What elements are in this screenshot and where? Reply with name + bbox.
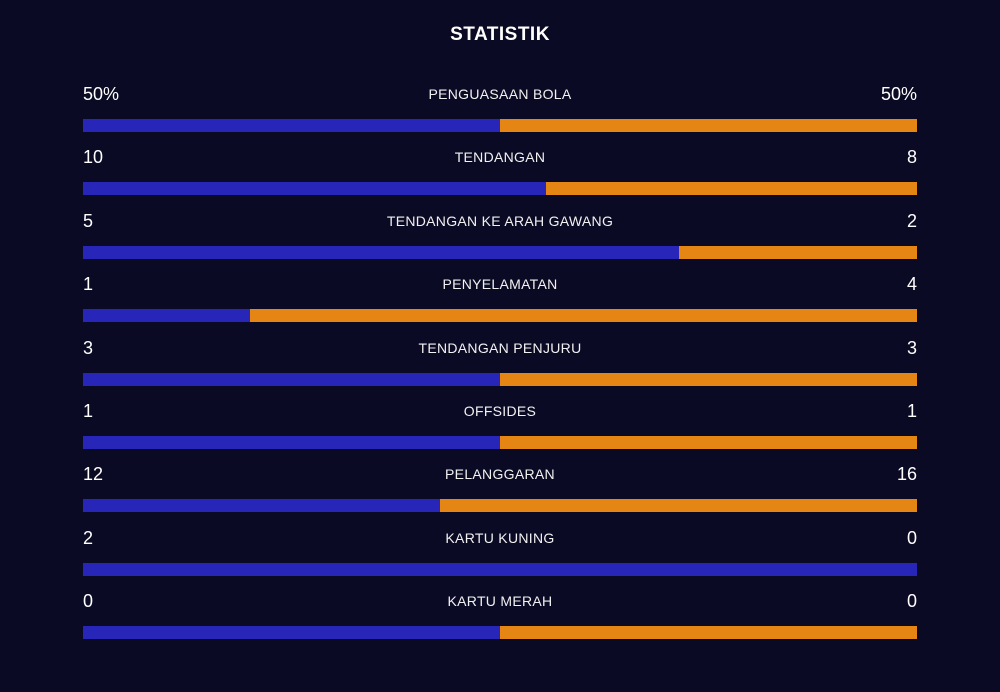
- stat-row: 1 PENYELAMATAN 4: [83, 270, 917, 333]
- home-bar: [83, 372, 500, 386]
- stat-label: PELANGGARAN: [445, 466, 555, 483]
- home-bar: [83, 562, 917, 576]
- stat-row: 2 KARTU KUNING 0: [83, 524, 917, 587]
- stat-header: 2 KARTU KUNING 0: [83, 524, 917, 552]
- comparison-bar: [83, 309, 917, 323]
- home-bar: [83, 245, 679, 259]
- away-value: 2: [906, 210, 917, 231]
- stat-label: OFFSIDES: [463, 402, 537, 419]
- comparison-bar: [83, 372, 917, 386]
- away-bar: [500, 119, 917, 132]
- away-bar: [546, 182, 917, 196]
- away-value: 4: [906, 274, 917, 295]
- stat-header: 1 OFFSIDES 1: [83, 397, 917, 425]
- stat-row: 3 TENDANGAN PENJURU 3: [83, 334, 917, 397]
- away-bar: [678, 245, 917, 259]
- stat-label: PENGUASAAN BOLA: [428, 86, 572, 102]
- home-value: 2: [83, 527, 94, 548]
- away-bar: [249, 309, 917, 323]
- away-value: 0: [906, 591, 917, 612]
- home-value: 10: [83, 147, 104, 168]
- stat-row: 12 PELANGGARAN 16: [83, 460, 917, 523]
- stat-header: 3 TENDANGAN PENJURU 3: [83, 334, 917, 362]
- home-bar: [83, 182, 547, 196]
- stat-header: 12 PELANGGARAN 16: [83, 460, 917, 488]
- stat-row: 5 TENDANGAN KE ARAH GAWANG 2: [83, 207, 917, 270]
- panel-title: STATISTIK: [450, 24, 550, 45]
- home-value: 12: [83, 464, 104, 485]
- stat-label: TENDANGAN: [454, 149, 546, 166]
- away-value: 0: [906, 527, 917, 548]
- away-bar: [440, 499, 917, 513]
- comparison-bar: [83, 626, 917, 640]
- away-value: 8: [906, 147, 917, 168]
- away-value: 1: [906, 400, 917, 421]
- away-value: 50%: [880, 84, 917, 104]
- home-bar: [83, 626, 500, 640]
- away-bar: [500, 626, 917, 640]
- stat-label: KARTU KUNING: [445, 529, 555, 546]
- comparison-bar: [83, 499, 917, 513]
- stat-row: 50% PENGUASAAN BOLA 50%: [83, 80, 917, 143]
- away-value: 3: [906, 337, 917, 358]
- home-value: 3: [83, 337, 94, 358]
- stat-label: TENDANGAN KE ARAH GAWANG: [386, 212, 614, 229]
- home-value: 1: [83, 274, 94, 295]
- home-value: 0: [83, 591, 94, 612]
- home-bar: [83, 435, 500, 449]
- stat-label: TENDANGAN PENJURU: [418, 339, 582, 356]
- stat-list: 50% PENGUASAAN BOLA 50% 10 TENDANGAN 8 5 TENDAN…: [83, 80, 917, 651]
- home-bar: [83, 119, 500, 132]
- stat-row: 10 TENDANGAN 8: [83, 143, 917, 206]
- stat-header: 1 PENYELAMATAN 4: [83, 270, 917, 298]
- home-value: 5: [83, 210, 94, 231]
- away-bar: [500, 435, 917, 449]
- home-value: 50%: [83, 84, 120, 104]
- stat-header: 10 TENDANGAN 8: [83, 143, 917, 171]
- stat-header: 0 KARTU MERAH 0: [83, 587, 917, 615]
- stat-row: 0 KARTU MERAH 0: [83, 587, 917, 650]
- stat-row: 1 OFFSIDES 1: [83, 397, 917, 460]
- stat-label: PENYELAMATAN: [442, 276, 558, 293]
- comparison-bar: [83, 119, 917, 132]
- home-value: 1: [83, 400, 94, 421]
- stat-label: KARTU MERAH: [447, 593, 553, 610]
- away-value: 16: [896, 464, 917, 485]
- comparison-bar: [83, 562, 917, 576]
- comparison-bar: [83, 245, 917, 259]
- away-bar: [500, 372, 917, 386]
- comparison-bar: [83, 182, 917, 196]
- home-bar: [83, 309, 250, 323]
- stat-header: 50% PENGUASAAN BOLA 50%: [83, 80, 917, 108]
- stat-header: 5 TENDANGAN KE ARAH GAWANG 2: [83, 207, 917, 235]
- home-bar: [83, 499, 441, 513]
- comparison-bar: [83, 435, 917, 449]
